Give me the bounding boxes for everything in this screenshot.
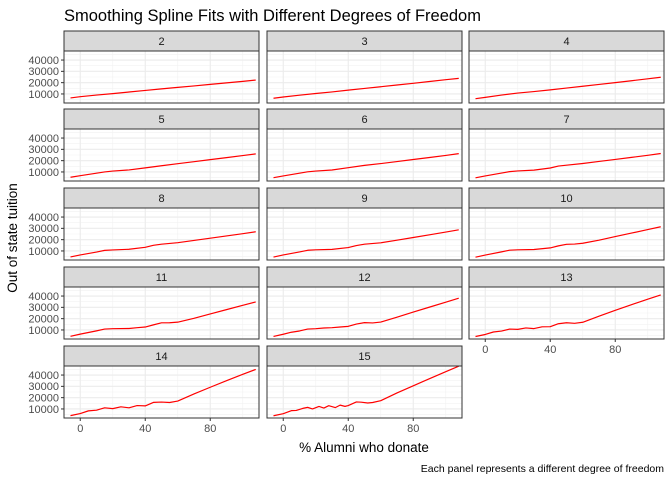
x-axis-title: % Alumni who donate [299,440,429,455]
facet-panel-7: 7 [468,108,665,182]
facet-panel-13: 13 0 40 80 [468,266,665,356]
x-tick-label: 40 [342,423,354,435]
spline-fit-line [475,76,661,100]
spline-fit-line [475,226,661,258]
facet-panel-12: 12 [266,266,463,340]
y-tick-label: 10000 [28,167,59,179]
x-tick-label: 80 [407,423,419,435]
x-tick-label: 80 [204,423,216,435]
panel-border [266,207,463,261]
panel-border [266,365,463,419]
y-tick-label: 40000 [28,212,59,224]
y-tick-label: 20000 [28,392,59,404]
y-tick-label: 10000 [28,246,59,258]
spline-fit-line [70,301,256,337]
panel-border [266,286,463,340]
y-tick-label: 30000 [28,381,59,393]
y-tick-label: 40000 [28,291,59,303]
facet-strip-label: 9 [361,193,367,205]
facet-strip-label: 11 [156,272,167,284]
x-tick-label: 0 [280,423,286,435]
y-tick-label: 20000 [28,77,59,89]
y-tick-label: 20000 [28,234,59,246]
panel-border [266,128,463,182]
panel-border [63,128,260,182]
facet-panel-9: 9 [266,187,463,261]
y-tick-label: 40000 [28,55,59,67]
facet-strip-label: 2 [158,36,164,48]
facet-strip-label: 14 [155,351,167,363]
spline-fit-line [273,365,459,417]
facet-panel-10: 10 [468,187,665,261]
y-tick-label: 20000 [28,155,59,167]
facet-panel-3: 3 [266,30,463,104]
spline-fit-line [70,153,256,178]
x-tick-label: 40 [139,423,151,435]
y-tick-label: 30000 [28,302,59,314]
spline-fit-line [70,368,256,417]
panel-border [63,50,260,104]
panel-border [266,50,463,104]
facet-strip-label: 3 [361,36,367,48]
facet-panel-4: 4 [468,30,665,104]
y-tick-label: 20000 [28,313,59,325]
spline-fit-line [70,231,256,258]
spline-fit-line [273,229,459,258]
facet-strip-label: 13 [560,272,572,284]
y-tick-label: 10000 [28,404,59,416]
panel-border [63,286,260,340]
facet-strip-label: 5 [158,114,164,126]
panel-border [63,365,260,419]
y-tick-label: 10000 [28,89,59,101]
y-tick-label: 30000 [28,223,59,235]
x-tick-label: 40 [544,344,556,356]
spline-fit-line [475,152,661,179]
panel-border [468,286,665,340]
y-tick-label: 10000 [28,325,59,337]
spline-fit-line [273,153,459,179]
spline-fit-line [273,297,459,337]
facet-panel-15: 15 0 40 80 [266,345,463,435]
chart-caption: Each panel represents a different degree… [421,463,664,475]
y-tick-label: 30000 [28,66,59,78]
spline-fit-line [475,294,661,338]
facet-panel-6: 6 [266,108,463,182]
panel-border [468,50,665,104]
y-tick-label: 30000 [28,144,59,156]
panel-border [63,207,260,261]
facet-strip-label: 15 [358,351,370,363]
chart-title: Smoothing Spline Fits with Different Deg… [64,7,481,25]
y-tick-label: 40000 [28,370,59,382]
x-tick-label: 0 [482,344,488,356]
facet-strip-label: 7 [563,114,569,126]
spline-fit-line [273,77,459,99]
facet-strip-label: 12 [358,272,370,284]
facet-strip-label: 8 [158,193,164,205]
y-axis-title: Out of state tuition [5,183,20,293]
facet-strip-label: 4 [563,36,569,48]
facet-strip-label: 6 [361,114,367,126]
y-tick-label: 40000 [28,133,59,145]
x-tick-label: 80 [609,344,621,356]
panel-border [468,128,665,182]
panel-border [468,207,665,261]
x-tick-label: 0 [77,423,83,435]
spline-fit-line [70,79,256,99]
facet-strip-label: 10 [560,193,572,205]
